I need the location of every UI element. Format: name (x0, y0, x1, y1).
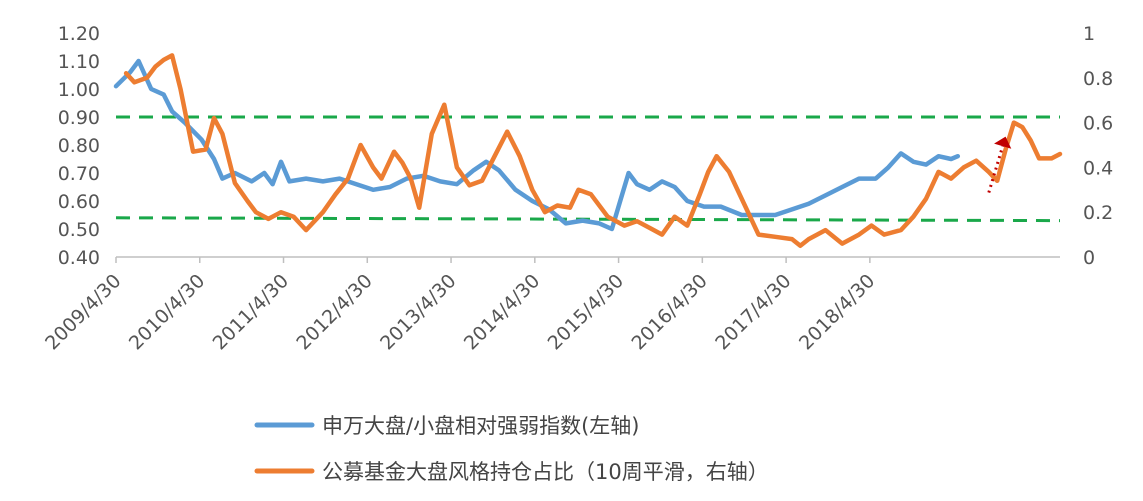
x-tick-label: 2011/4/30 (209, 270, 293, 354)
y-left-tick-label: 0.90 (58, 107, 100, 129)
y-right-tick-label: 1 (1083, 23, 1095, 45)
y-left-tick-label: 0.40 (58, 247, 100, 269)
annotation-arrow-head (994, 136, 1012, 149)
y-right-tick-label: 0.8 (1083, 68, 1113, 90)
x-tick-label: 2015/4/30 (544, 270, 628, 354)
relative-strength-line (113, 58, 961, 232)
y-left-tick-label: 0.80 (58, 135, 100, 157)
fund-holdings-line (123, 53, 1063, 249)
annotation-arrow-shaft (987, 145, 1005, 194)
y-left-tick-label: 0.70 (58, 163, 100, 185)
x-tick-label: 2012/4/30 (292, 270, 376, 354)
legend-item-fund-holdings: 公募基金大盘风格持仓占比（10周平滑，右轴） (254, 460, 769, 484)
y-right-tick-label: 0 (1083, 247, 1095, 269)
x-tick-label: 2018/4/30 (795, 270, 879, 354)
y-left-tick-label: 0.60 (58, 191, 100, 213)
x-tick-label: 2010/4/30 (125, 270, 209, 354)
x-tick-label: 2014/4/30 (460, 270, 544, 354)
y-left-tick-label: 1.00 (58, 79, 100, 101)
legend-label-fund-holdings: 公募基金大盘风格持仓占比（10周平滑，右轴） (322, 460, 769, 484)
legend: 申万大盘/小盘相对强弱指数(左轴) 公募基金大盘风格持仓占比（10周平滑，右轴） (254, 414, 769, 484)
y-left-tick-label: 1.10 (58, 51, 100, 73)
x-tick-label: 2013/4/30 (376, 270, 460, 354)
y-right-tick-label: 0.4 (1083, 157, 1113, 179)
x-tick-labels: 2009/4/30 2010/4/30 2011/4/30 2012/4/30 2013… (41, 270, 879, 354)
y-left-tick-label: 0.50 (58, 219, 100, 241)
y-left-tick-label: 1.20 (58, 23, 100, 45)
y-right-tick-labels: 0 0.2 0.4 0.6 0.8 1 (1083, 23, 1113, 269)
reference-line (115, 216, 1061, 223)
legend-label-relative-strength: 申万大盘/小盘相对强弱指数(左轴) (322, 414, 639, 438)
y-right-tick-label: 0.6 (1083, 113, 1113, 135)
reference-lines (115, 115, 1061, 223)
y-left-tick-labels: 0.40 0.50 0.60 0.70 0.80 0.90 1.00 1.10 1.20 (58, 23, 100, 269)
x-tick-marks (115, 257, 871, 263)
series-layer (113, 53, 1063, 249)
x-tick-label: 2017/4/30 (711, 270, 795, 354)
legend-item-relative-strength: 申万大盘/小盘相对强弱指数(左轴) (254, 414, 639, 438)
annotation-layer (987, 136, 1012, 194)
x-tick-label: 2016/4/30 (627, 270, 711, 354)
y-right-tick-label: 0.2 (1083, 202, 1113, 224)
x-tick-label: 2009/4/30 (41, 270, 125, 354)
